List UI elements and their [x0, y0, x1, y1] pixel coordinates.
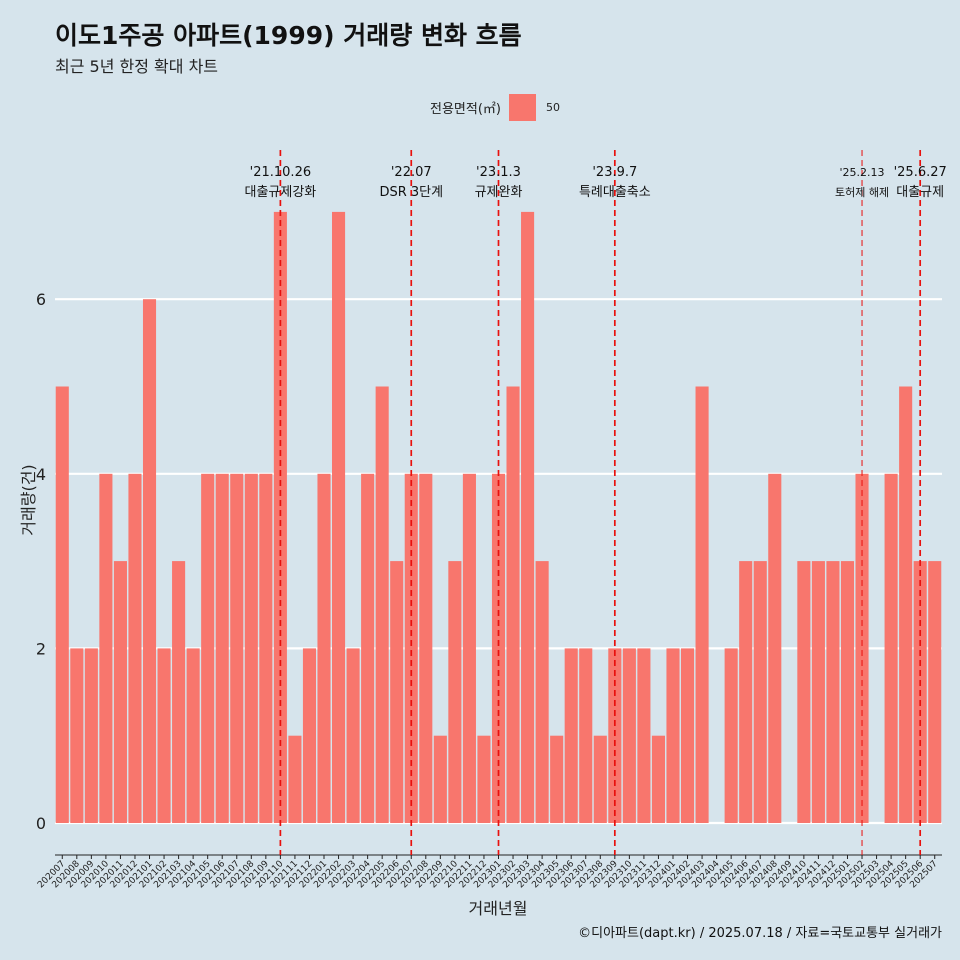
bar: [535, 561, 549, 823]
bar: [840, 561, 855, 823]
bar: [899, 386, 913, 823]
bar: [332, 211, 346, 823]
bar: [317, 473, 331, 823]
bar: [622, 648, 636, 823]
bar: [113, 561, 127, 823]
bar: [753, 561, 767, 823]
bar: [128, 473, 142, 823]
bar: [491, 473, 506, 823]
source-caption: ©디아파트(dapt.kr) / 2025.07.18 / 자료=국토교통부 실…: [578, 926, 942, 941]
bar: [244, 473, 258, 823]
bar: [84, 648, 98, 823]
bar: [273, 211, 287, 823]
bar: [99, 473, 113, 823]
bar: [201, 473, 215, 823]
y-tick-label: 2: [36, 639, 46, 658]
bar: [346, 648, 360, 823]
bar: [448, 561, 462, 823]
annotation-date: '22.07: [391, 165, 432, 180]
bar: [55, 386, 69, 823]
bar: [419, 473, 433, 823]
bar: [855, 473, 869, 823]
annotation-text: 규제완화: [475, 185, 523, 200]
bar: [142, 299, 157, 823]
bar: [724, 648, 738, 823]
bar: [172, 561, 186, 823]
bar: [651, 735, 665, 823]
annotation-date: '23.1.3: [476, 165, 521, 180]
annotation-text: 대출규제: [896, 185, 944, 200]
bar: [70, 648, 84, 823]
y-axis-title: 거래량(건): [19, 464, 38, 535]
bar: [259, 473, 273, 823]
bar: [230, 473, 244, 823]
annotation-text: 대출규제강화: [245, 185, 317, 200]
bar: [593, 735, 607, 823]
bar: [826, 561, 840, 823]
bar: [928, 561, 942, 823]
bar: [215, 473, 229, 823]
annotation-date: '25.6.27: [894, 165, 947, 180]
annotation-date: '23.9.7: [592, 165, 637, 180]
bar: [797, 561, 811, 823]
bar: [666, 648, 680, 823]
bar: [433, 735, 447, 823]
bar: [477, 735, 491, 823]
bar: [680, 648, 695, 823]
y-tick-label: 6: [36, 290, 46, 309]
bar: [637, 648, 651, 823]
annotation-text: DSR 3단계: [379, 185, 443, 200]
chart-title: 이도1주공 아파트(1999) 거래량 변화 흐름: [55, 21, 522, 50]
x-axis-title: 거래년월: [469, 899, 528, 918]
bar: [390, 561, 404, 823]
bar: [404, 473, 418, 823]
annotation-text: 토허제 해제: [835, 185, 889, 199]
bar: [302, 648, 317, 823]
y-tick-label: 4: [36, 465, 46, 484]
annotation-text: 특례대출축소: [579, 185, 651, 200]
bar: [739, 561, 753, 823]
bar: [811, 561, 825, 823]
bar: [361, 473, 375, 823]
bar: [550, 735, 564, 823]
annotation-date: '25.2.13: [840, 166, 885, 179]
bar: [884, 473, 898, 823]
bar: [375, 386, 389, 823]
legend: 전용면적(㎡) 50: [430, 93, 560, 121]
bar: [521, 211, 535, 823]
bar: [462, 473, 476, 823]
chart-subtitle: 최근 5년 한정 확대 차트: [55, 57, 219, 76]
legend-swatch: [508, 93, 536, 121]
y-tick-label: 0: [36, 814, 46, 833]
bar: [288, 735, 302, 823]
annotation-date: '21.10.26: [250, 165, 311, 180]
bar: [579, 648, 593, 823]
bar: [506, 386, 520, 823]
bar: [157, 648, 171, 823]
bar: [564, 648, 578, 823]
legend-title: 전용면적(㎡): [430, 101, 501, 117]
bar: [768, 473, 782, 823]
bar: [695, 386, 709, 823]
bar: [186, 648, 200, 823]
legend-label: 50: [545, 100, 560, 114]
